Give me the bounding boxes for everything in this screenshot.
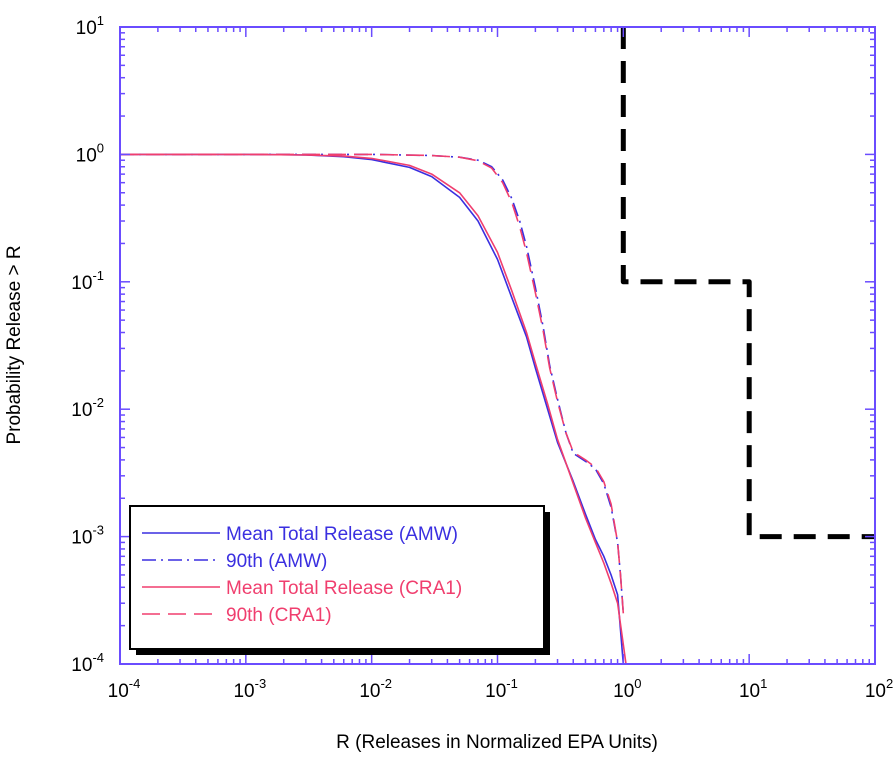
x-tick-label: 10-3 [233,676,266,702]
x-tick-label: 102 [865,676,893,702]
y-tick-label: 101 [76,13,104,39]
series-line [120,153,625,614]
series-lines [120,27,875,665]
y-tick-label: 10-1 [71,268,104,294]
series-line [120,153,625,665]
x-axis-label: R (Releases in Normalized EPA Units) [336,732,658,753]
legend-box [129,505,545,650]
x-tick-label: 10-1 [485,676,518,702]
x-tick-label: 10-2 [359,676,392,702]
tick-labels: 10-4 10-3 10-2 10-1 100 101 102 10-4 10-3 10-2 10-… [71,13,893,702]
y-tick-label: 10-2 [71,395,104,421]
legend-label: 90th (AMW) [226,551,327,572]
legend-label: Mean Total Release (CRA1) [226,578,462,599]
legend: Mean Total Release (AMW) 90th (AMW) Mean T… [129,505,550,655]
x-tick-label: 100 [613,676,641,702]
series-line [120,153,625,614]
legend-label: Mean Total Release (AMW) [226,524,458,545]
y-tick-label: 10-4 [71,650,104,676]
y-tick-label: 100 [76,140,104,166]
series-line [120,153,627,665]
legend-label: 90th (CRA1) [226,605,332,626]
limit-line [620,27,875,540]
x-tick-label: 10-4 [108,676,141,702]
axis-ticks [119,26,876,665]
y-tick-label: 10-3 [71,523,104,549]
y-axis-label: Probability Release > R [4,245,25,444]
x-tick-label: 101 [739,676,767,702]
